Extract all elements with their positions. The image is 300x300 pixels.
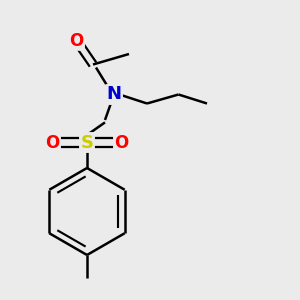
Text: N: N (106, 85, 122, 103)
Text: O: O (45, 134, 60, 152)
Text: O: O (69, 32, 84, 50)
Text: S: S (80, 134, 94, 152)
Text: O: O (114, 134, 129, 152)
